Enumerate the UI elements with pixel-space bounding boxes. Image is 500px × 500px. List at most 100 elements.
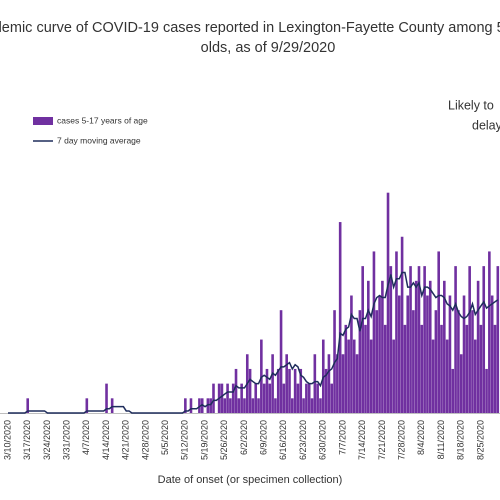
- bar: [223, 398, 227, 413]
- bar: [462, 295, 466, 413]
- bar: [271, 354, 274, 413]
- bar: [369, 339, 373, 413]
- bar: [240, 383, 243, 413]
- bar: [310, 398, 314, 413]
- legend-label: 7 day moving average: [57, 135, 141, 145]
- bar: [496, 266, 500, 413]
- bar: [350, 295, 353, 413]
- x-tick-label: 7/21/2020: [377, 420, 387, 460]
- bar: [226, 383, 229, 413]
- bar: [451, 368, 455, 413]
- legend-swatch: [33, 117, 53, 125]
- bar: [355, 354, 359, 413]
- x-tick-label: 3/10/2020: [2, 420, 12, 460]
- bar: [285, 354, 288, 413]
- bar: [26, 398, 30, 413]
- x-tick-label: 6/16/2020: [278, 420, 288, 460]
- bar: [440, 324, 443, 413]
- x-tick-label: 4/7/2020: [81, 420, 91, 455]
- bar: [347, 339, 350, 413]
- x-tick-label: 5/12/2020: [180, 420, 190, 460]
- bar: [299, 368, 303, 413]
- bar: [397, 295, 401, 413]
- annotation: delay: [472, 118, 500, 132]
- bar: [237, 398, 241, 413]
- bar: [327, 354, 331, 413]
- bar: [288, 368, 291, 413]
- bar: [417, 266, 421, 413]
- x-tick-label: 5/26/2020: [219, 420, 229, 460]
- bar: [344, 324, 348, 413]
- bar: [293, 368, 297, 413]
- bar: [234, 368, 238, 413]
- bar: [420, 324, 424, 413]
- bar: [321, 339, 325, 413]
- bar: [85, 398, 89, 413]
- bar: [403, 324, 407, 413]
- bar: [260, 339, 263, 413]
- x-tick-label: 7/14/2020: [357, 420, 367, 460]
- x-tick-label: 7/7/2020: [337, 420, 347, 455]
- bar: [409, 266, 412, 413]
- bar: [431, 339, 435, 413]
- x-tick-label: 7/28/2020: [396, 420, 406, 460]
- bar: [412, 310, 415, 413]
- bar: [307, 383, 311, 413]
- bar: [198, 398, 201, 413]
- bar: [316, 383, 319, 413]
- legend-label: cases 5-17 years of age: [57, 115, 148, 125]
- x-tick-label: 5/5/2020: [160, 420, 170, 455]
- bar: [434, 310, 438, 413]
- bar: [110, 398, 114, 413]
- bar: [231, 383, 235, 413]
- bar: [406, 295, 410, 413]
- bar: [341, 354, 345, 413]
- bar: [443, 280, 446, 413]
- bar: [426, 295, 429, 413]
- bar: [251, 398, 255, 413]
- bar: [229, 398, 232, 413]
- bar: [428, 280, 432, 413]
- bar: [279, 310, 283, 413]
- bar: [457, 310, 460, 413]
- x-tick-label: 8/4/2020: [416, 420, 426, 455]
- bar: [375, 310, 379, 413]
- bar: [206, 398, 210, 413]
- bar: [386, 192, 390, 413]
- bar: [296, 383, 300, 413]
- bar: [490, 295, 494, 413]
- x-tick-label: 8/11/2020: [436, 420, 446, 459]
- bar: [336, 354, 339, 413]
- x-tick-label: 8/18/2020: [456, 420, 466, 460]
- bar: [378, 295, 381, 413]
- bar: [392, 339, 395, 413]
- bar: [488, 251, 491, 413]
- chart-title: olds, as of 9/29/2020: [201, 40, 336, 56]
- bar: [243, 398, 246, 413]
- bar: [189, 398, 193, 413]
- bar: [257, 398, 260, 413]
- bar: [352, 339, 356, 413]
- x-tick-label: 8/25/2020: [475, 420, 485, 460]
- bar: [482, 266, 486, 413]
- x-tick-label: 3/24/2020: [42, 420, 52, 460]
- bar: [338, 222, 342, 413]
- bar: [445, 339, 449, 413]
- bar: [220, 383, 224, 413]
- bar: [248, 368, 252, 413]
- bar: [254, 383, 258, 413]
- bar: [282, 383, 286, 413]
- bar: [395, 251, 398, 413]
- bar: [105, 383, 108, 413]
- bar: [291, 398, 294, 413]
- bar: [265, 368, 269, 413]
- x-axis-label: Date of onset (or specimen collection): [158, 474, 343, 486]
- x-tick-label: 3/31/2020: [61, 420, 71, 460]
- bar: [276, 368, 280, 413]
- bar: [274, 398, 277, 413]
- annotation: Likely to: [448, 98, 494, 112]
- bar: [471, 310, 474, 413]
- bar: [361, 266, 364, 413]
- bar: [200, 398, 204, 413]
